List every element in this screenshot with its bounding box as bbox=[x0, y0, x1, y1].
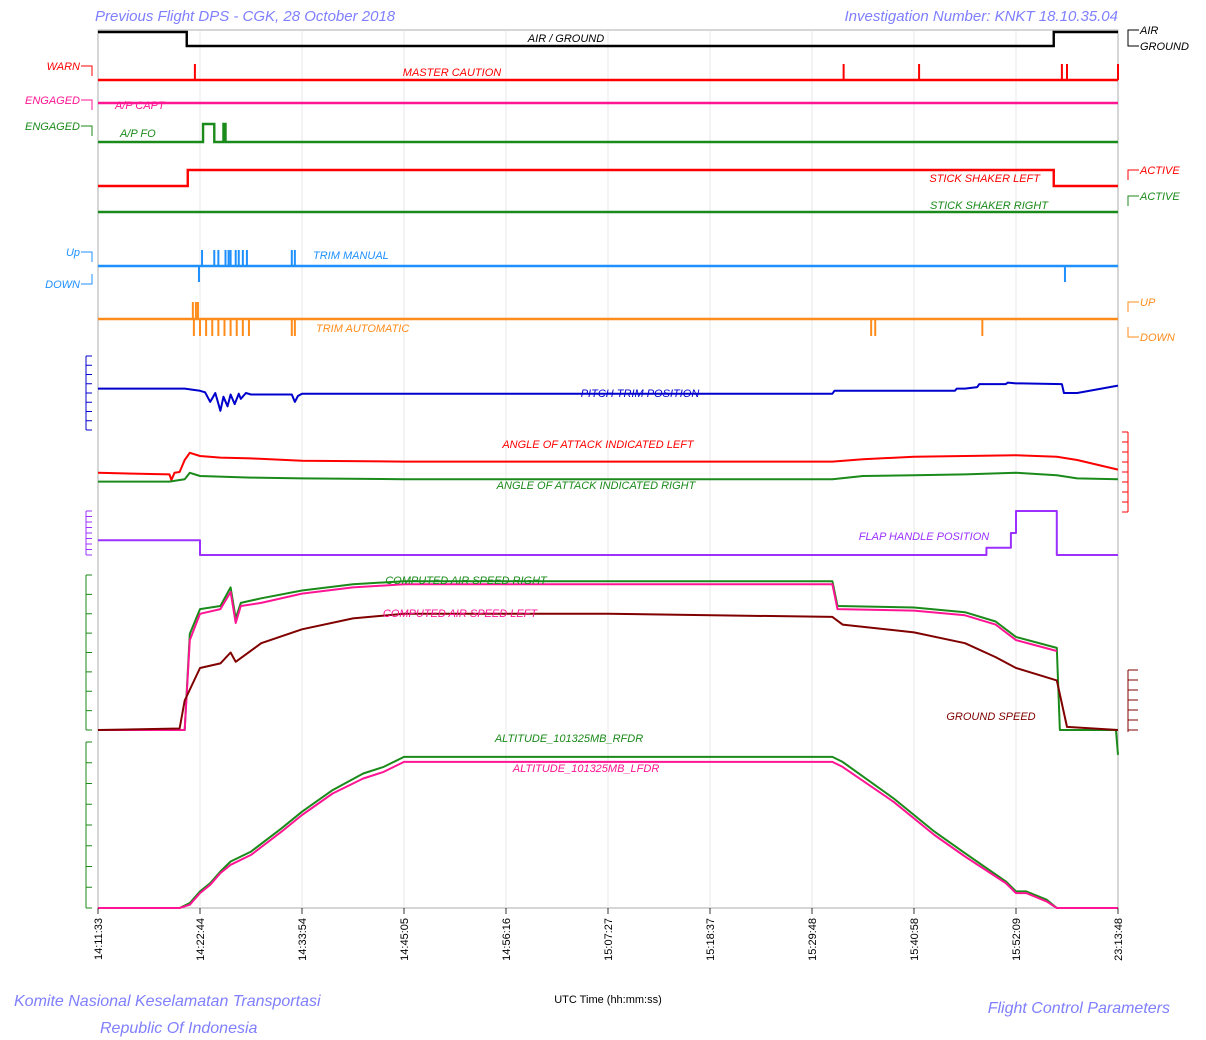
series-angle-of-attack-indicated-left bbox=[97, 451, 1119, 481]
trace-air-ground bbox=[98, 30, 1118, 48]
trace-stick-shaker-left bbox=[98, 168, 1118, 188]
x-tick-label-5: 15:07:27 bbox=[603, 918, 615, 961]
series-flap-handle-position bbox=[98, 510, 1118, 556]
x-tick-label-6: 15:18:37 bbox=[705, 918, 717, 961]
trace-stick-shaker-right-label: STICK SHAKER RIGHT bbox=[930, 200, 1049, 212]
trace-a-p-capt-state-left-0: ENGAGED bbox=[25, 95, 80, 107]
header-right-title: Investigation Number: KNKT 18.10.35.04 bbox=[845, 8, 1119, 25]
x-tick-label-1: 14:22:44 bbox=[195, 918, 207, 961]
x-tick-label-10: 23:13:48 bbox=[1113, 918, 1125, 961]
footer-org-line2: Republic Of Indonesia bbox=[100, 1020, 258, 1037]
series-ground-speed bbox=[97, 612, 1119, 731]
series-angle-of-attack-indicated-right bbox=[98, 471, 1119, 483]
trace-stick-shaker-right-bracket-right-0 bbox=[1127, 195, 1139, 206]
series-ground-speed-label: GROUND SPEED bbox=[946, 711, 1035, 723]
trace-master-caution-label: MASTER CAUTION bbox=[403, 67, 501, 79]
header-left-title: Previous Flight DPS - CGK, 28 October 20… bbox=[95, 8, 396, 25]
trace-trim-automatic-bracket-right-1 bbox=[1127, 327, 1139, 338]
trace-stick-shaker-left-state-right-0: ACTIVE bbox=[1139, 165, 1180, 177]
series-altitude-101325mb-rfdr bbox=[98, 755, 1118, 909]
trace-trim-automatic-label: TRIM AUTOMATIC bbox=[316, 323, 409, 335]
trace-a-p-capt-label: A/P CAPT bbox=[114, 100, 166, 112]
trace-trim-automatic-state-right-1: DOWN bbox=[1140, 332, 1175, 344]
trace-trim-automatic-state-right-0: UP bbox=[1140, 297, 1156, 309]
trace-air-ground-state-right-1: GROUND bbox=[1140, 41, 1189, 53]
trace-air-ground-bracket-right-0 bbox=[1127, 29, 1139, 40]
trace-air-ground-bracket-right-1 bbox=[1127, 36, 1139, 47]
trace-a-p-capt-bracket-left-0 bbox=[81, 99, 93, 110]
time-axis: 14:11:33 14:22:44 14:33:54 14:45:05 14:56:16… bbox=[85, 355, 1138, 961]
trace-master-caution-bracket-left-0 bbox=[81, 65, 93, 76]
x-tick-label-4: 14:56:16 bbox=[501, 918, 513, 961]
series-altitude-101325mb-rfdr-label: ALTITUDE_101325MB_RFDR bbox=[494, 733, 643, 745]
trace-trim-automatic-bracket-right-0 bbox=[1127, 301, 1139, 312]
trace-a-p-fo-label: A/P FO bbox=[119, 128, 156, 140]
trace-a-p-fo bbox=[98, 122, 1118, 144]
series-altitude-101325mb-lfdr bbox=[98, 760, 1118, 909]
series-computed-air-speed-left bbox=[98, 583, 1058, 731]
trace-master-caution-state-left-0: WARN bbox=[47, 61, 80, 73]
x-tick-label-8: 15:40:58 bbox=[909, 918, 921, 961]
trace-stick-shaker-right-state-right-0: ACTIVE bbox=[1139, 191, 1180, 203]
trace-trim-manual-state-left-1: DOWN bbox=[45, 279, 80, 291]
trace-trim-manual-bracket-left-0 bbox=[81, 251, 93, 262]
x-tick-label-2: 14:33:54 bbox=[297, 918, 309, 961]
trace-labels: AIR / GROUND AIR GROUND MASTER CAUTION WARN A… bbox=[25, 25, 1189, 775]
x-tick-label-3: 14:45:05 bbox=[399, 918, 411, 961]
series-angle-of-attack-indicated-left-label: ANGLE OF ATTACK INDICATED LEFT bbox=[501, 439, 695, 451]
trace-trim-manual-bracket-left-1 bbox=[81, 274, 93, 285]
trace-a-p-fo-bracket-left-0 bbox=[81, 125, 93, 136]
series-angle-of-attack-indicated-right-label: ANGLE OF ATTACK INDICATED RIGHT bbox=[496, 480, 697, 492]
trace-trim-manual-label: TRIM MANUAL bbox=[313, 250, 389, 262]
trace-air-ground-state-right-0: AIR bbox=[1139, 25, 1158, 37]
x-tick-label-7: 15:29:48 bbox=[807, 918, 819, 961]
series-altitude-101325mb-lfdr-label: ALTITUDE_101325MB_LFDR bbox=[512, 763, 660, 775]
x-axis-label: UTC Time (hh:mm:ss) bbox=[554, 994, 662, 1006]
x-tick-label-9: 15:52:09 bbox=[1011, 918, 1023, 961]
footer-org-line1: Komite Nasional Keselamatan Transportasi bbox=[14, 993, 321, 1010]
plot-grid bbox=[97, 29, 1119, 909]
trace-a-p-fo-state-left-0: ENGAGED bbox=[25, 121, 80, 133]
footer-section-title: Flight Control Parameters bbox=[988, 1000, 1170, 1017]
series-flap-handle-position-label: FLAP HANDLE POSITION bbox=[859, 531, 989, 543]
series-computed-air-speed-right-label: COMPUTED AIR SPEED RIGHT bbox=[385, 575, 548, 587]
x-tick-label-0: 14:11:33 bbox=[93, 918, 105, 960]
trace-trim-manual-state-left-0: Up bbox=[66, 247, 80, 259]
trace-stick-shaker-left-label: STICK SHAKER LEFT bbox=[929, 173, 1041, 185]
trace-air-ground-label: AIR / GROUND bbox=[527, 33, 604, 45]
trace-stick-shaker-left-bracket-right-0 bbox=[1127, 169, 1139, 180]
series-computed-air-speed-left-label: COMPUTED AIR SPEED LEFT bbox=[383, 608, 539, 620]
series-pitch-trim-position-label: PITCH TRIM POSITION bbox=[581, 388, 700, 400]
series-computed-air-speed-right bbox=[98, 580, 1119, 755]
series-pitch-trim-position bbox=[98, 381, 1119, 412]
trace-layer bbox=[97, 30, 1119, 909]
